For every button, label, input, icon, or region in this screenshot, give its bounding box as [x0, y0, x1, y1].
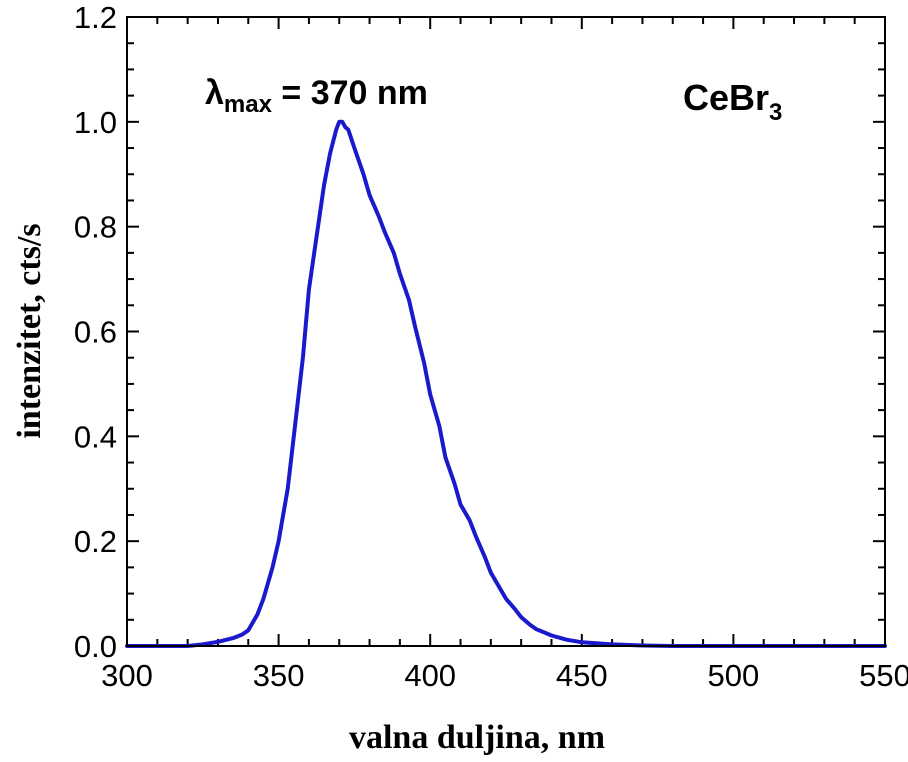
peak-annotation: λmax = 370 nm	[205, 74, 428, 118]
compound-label: CeBr3	[683, 77, 782, 126]
plot-frame	[126, 16, 886, 647]
compound-subscript: 3	[769, 99, 782, 126]
y-tick-label: 0.8	[74, 210, 117, 245]
y-tick-label: 1.2	[74, 0, 117, 35]
x-tick-label: 500	[708, 658, 760, 693]
x-tick-label: 400	[404, 658, 456, 693]
compound-name: CeBr	[683, 77, 769, 118]
y-tick-label: 0.0	[74, 629, 117, 664]
y-tick-label: 1.0	[74, 105, 117, 140]
x-tick-label: 350	[253, 658, 305, 693]
x-tick-label: 450	[556, 658, 608, 693]
x-tick-label: 300	[101, 658, 153, 693]
y-tick-label: 0.2	[74, 524, 117, 559]
series-line-cebr3	[125, 119, 887, 648]
x-tick-labels: 300 350 400 450 500 550	[101, 658, 908, 693]
lambda-symbol: λ	[205, 74, 224, 112]
x-tick-label: 550	[859, 658, 908, 693]
lambda-subscript: max	[224, 91, 273, 118]
y-tick-label: 0.6	[74, 315, 117, 350]
x-axis-title: valna duljina, nm	[349, 719, 605, 756]
y-tick-labels: 0.0 0.2 0.4 0.6 0.8 1.0 1.2	[74, 0, 117, 664]
peak-value: = 370 nm	[272, 74, 428, 112]
y-axis-title: intenzitet, cts/s	[11, 223, 48, 438]
y-tick-label: 0.4	[74, 419, 117, 454]
